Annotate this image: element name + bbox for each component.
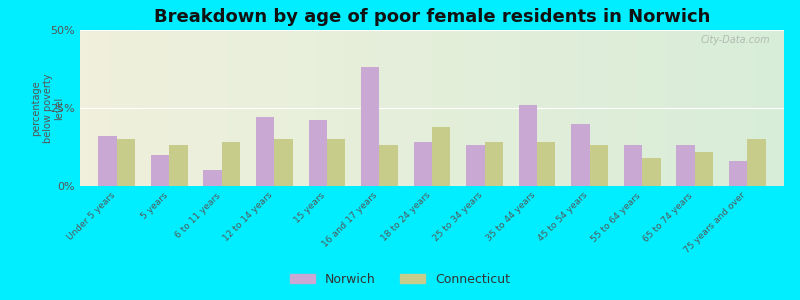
Bar [624, 146, 642, 186]
Bar [170, 146, 188, 186]
Bar [256, 117, 274, 186]
Bar [729, 161, 747, 186]
Bar [203, 170, 222, 186]
Bar [537, 142, 555, 186]
Bar [466, 146, 485, 186]
Bar [485, 142, 503, 186]
Bar [590, 146, 608, 186]
Bar [379, 146, 398, 186]
Bar [518, 105, 537, 186]
Y-axis label: percentage
below poverty
level: percentage below poverty level [31, 73, 64, 143]
Bar [151, 155, 170, 186]
Bar [327, 139, 346, 186]
Legend: Norwich, Connecticut: Norwich, Connecticut [285, 268, 515, 291]
Text: City-Data.com: City-Data.com [700, 35, 770, 45]
Bar [361, 68, 379, 186]
Bar [98, 136, 117, 186]
Bar [747, 139, 766, 186]
Title: Breakdown by age of poor female residents in Norwich: Breakdown by age of poor female resident… [154, 8, 710, 26]
Bar [642, 158, 661, 186]
Bar [571, 124, 590, 186]
Bar [117, 139, 135, 186]
Bar [274, 139, 293, 186]
Bar [414, 142, 432, 186]
Bar [309, 121, 327, 186]
Bar [694, 152, 713, 186]
Bar [676, 146, 694, 186]
Bar [222, 142, 240, 186]
Bar [432, 127, 450, 186]
